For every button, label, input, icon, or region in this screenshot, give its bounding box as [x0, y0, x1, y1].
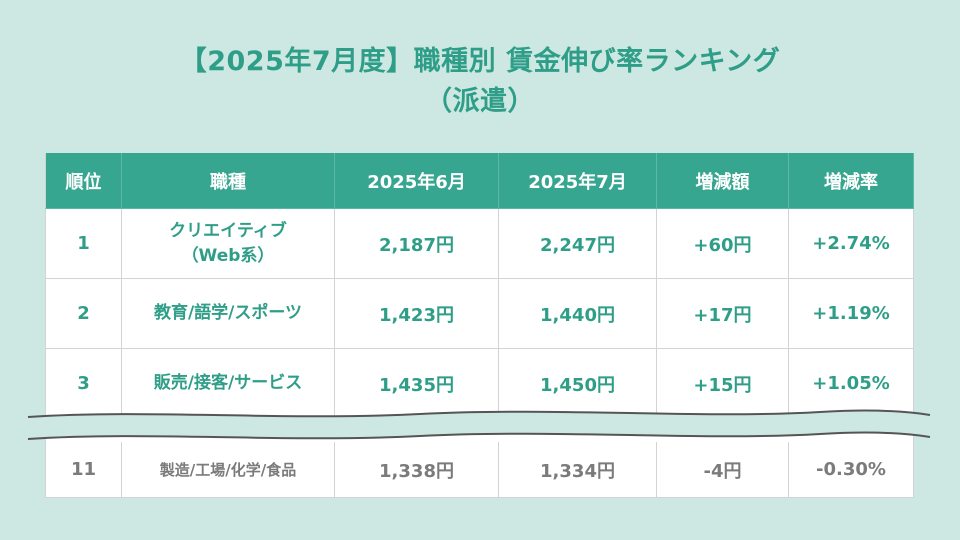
- job-sublabel: （Web系）: [181, 245, 275, 266]
- rank-cell: 2: [45, 279, 122, 349]
- table-row: 1 クリエイティブ （Web系） 2,187円 2,247円 +60円 +2.7…: [45, 209, 914, 279]
- diff-cell: +17円: [657, 279, 789, 349]
- header-july: 2025年7月: [499, 153, 657, 209]
- header-job: 職種: [122, 153, 335, 209]
- table-header-row: 順位 職種 2025年6月 2025年7月 増減額 増減率: [45, 153, 914, 209]
- table-break-marker: [27, 409, 931, 440]
- job-cell: 教育/語学/スポーツ: [122, 279, 335, 349]
- june-cell: 1,423円: [335, 279, 499, 349]
- table-row: 11 製造/工場/化学/食品 1,338円 1,334円 -4円 -0.30%: [45, 442, 914, 498]
- rate-cell: +1.19%: [789, 279, 914, 349]
- break-band: [28, 410, 930, 439]
- july-cell: 1,440円: [499, 279, 657, 349]
- july-cell: 1,334円: [499, 442, 657, 498]
- june-cell: 2,187円: [335, 209, 499, 279]
- header-rate: 増減率: [789, 153, 914, 209]
- diff-cell: -4円: [657, 442, 789, 498]
- title-line-2: （派遣）: [425, 86, 535, 117]
- job-cell: 製造/工場/化学/食品: [122, 442, 335, 498]
- table-row: 3 販売/接客/サービス 1,435円 1,450円 +15円 +1.05%: [45, 349, 914, 419]
- page-title: 【2025年7月度】職種別 賃金伸び率ランキング （派遣）: [0, 42, 960, 122]
- header-rank: 順位: [45, 153, 122, 209]
- rank-cell: 11: [45, 442, 122, 498]
- ranking-table: 順位 職種 2025年6月 2025年7月 増減額 増減率 1 クリエイティブ …: [45, 153, 914, 498]
- rate-cell: +2.74%: [789, 209, 914, 279]
- break-line-bottom: [27, 431, 931, 440]
- july-cell: 2,247円: [499, 209, 657, 279]
- diff-cell: +60円: [657, 209, 789, 279]
- job-cell: クリエイティブ （Web系）: [122, 209, 335, 279]
- rate-cell: -0.30%: [789, 442, 914, 498]
- job-label: クリエイティブ: [169, 220, 287, 241]
- table-row: 2 教育/語学/スポーツ 1,423円 1,440円 +17円 +1.19%: [45, 279, 914, 349]
- header-june: 2025年6月: [335, 153, 499, 209]
- rank-cell: 1: [45, 209, 122, 279]
- title-line-1: 【2025年7月度】職種別 賃金伸び率ランキング: [179, 46, 781, 77]
- june-cell: 1,338円: [335, 442, 499, 498]
- header-diff: 増減額: [657, 153, 789, 209]
- break-line-top: [27, 409, 931, 418]
